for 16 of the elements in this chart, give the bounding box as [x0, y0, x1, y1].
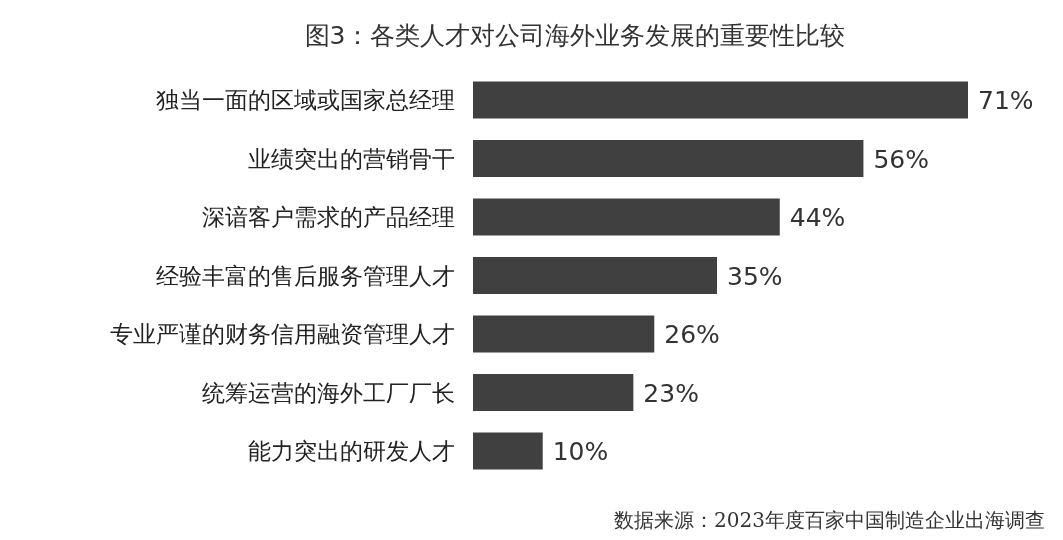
- value-label: 23%: [643, 378, 699, 408]
- value-label: 26%: [664, 320, 720, 349]
- value-label: 10%: [552, 437, 609, 466]
- category: 能力突出的研发人才: [248, 438, 455, 464]
- value-label: 44%: [789, 203, 846, 232]
- category: 独当一面的区域或国家总经理: [156, 87, 455, 113]
- category: 经验丰富的售后服务管理人才: [156, 262, 455, 289]
- category: 业绩突出的营销骨干: [248, 145, 455, 172]
- category: 深谙客户需求的产品经理: [202, 204, 455, 230]
- value-label: 56%: [873, 144, 929, 174]
- category: 专业严谨的财务信用融资管理人才: [110, 321, 455, 347]
- title: 图3：各类人才对公司海外业务发展的重要性比较: [304, 21, 846, 50]
- value-label: 35%: [727, 261, 783, 291]
- annotation: 数据来源：2023年度百家中国制造企业出海调查: [614, 508, 1045, 532]
- value-label: 71%: [978, 86, 1034, 115]
- category: 统筹运营的海外工厂厂长: [202, 379, 455, 406]
